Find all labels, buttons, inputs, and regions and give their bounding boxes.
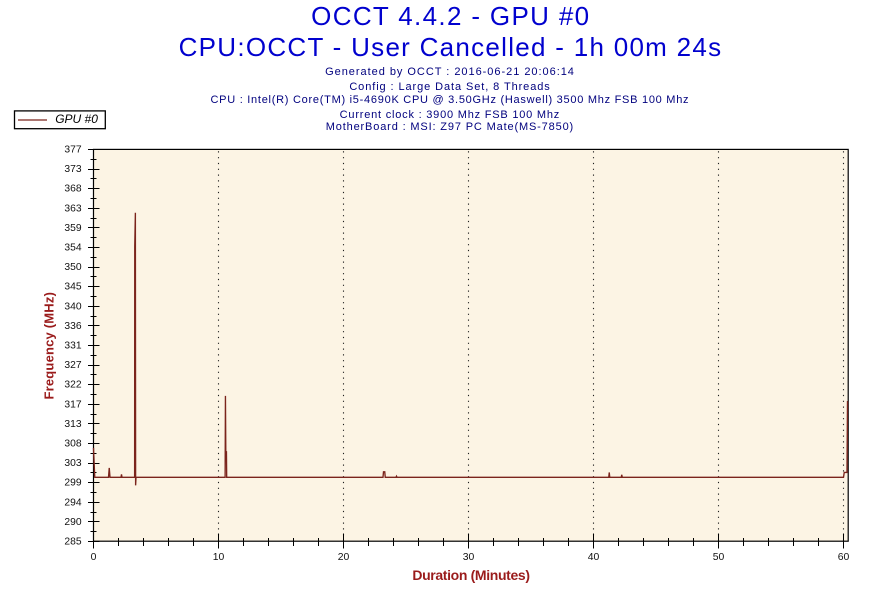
svg-text:336: 336 — [64, 321, 81, 332]
svg-text:Frequency (MHz): Frequency (MHz) — [42, 292, 57, 400]
svg-text:350: 350 — [64, 262, 81, 273]
svg-text:377: 377 — [64, 145, 81, 156]
svg-text:345: 345 — [64, 282, 81, 293]
svg-text:363: 363 — [64, 203, 81, 214]
svg-text:354: 354 — [64, 243, 81, 254]
svg-text:331: 331 — [64, 341, 81, 352]
svg-text:294: 294 — [64, 497, 81, 508]
svg-text:285: 285 — [64, 537, 81, 548]
svg-text:290: 290 — [64, 517, 81, 528]
svg-text:299: 299 — [64, 478, 81, 489]
svg-text:Duration (Minutes): Duration (Minutes) — [412, 567, 529, 583]
svg-text:40: 40 — [588, 552, 600, 563]
svg-text:340: 340 — [64, 301, 81, 312]
svg-text:359: 359 — [64, 223, 81, 234]
svg-text:50: 50 — [713, 552, 725, 563]
svg-text:317: 317 — [64, 399, 81, 410]
svg-text:10: 10 — [213, 552, 225, 563]
svg-text:322: 322 — [64, 380, 81, 391]
svg-text:303: 303 — [64, 458, 81, 469]
svg-text:313: 313 — [64, 419, 81, 430]
svg-text:60: 60 — [838, 552, 850, 563]
svg-text:GPU #0: GPU #0 — [55, 112, 98, 126]
svg-text:308: 308 — [64, 439, 81, 450]
svg-text:327: 327 — [64, 360, 81, 371]
svg-text:20: 20 — [338, 552, 350, 563]
svg-text:30: 30 — [463, 552, 475, 563]
svg-text:0: 0 — [91, 552, 97, 563]
svg-text:373: 373 — [64, 164, 81, 175]
svg-text:368: 368 — [64, 184, 81, 195]
